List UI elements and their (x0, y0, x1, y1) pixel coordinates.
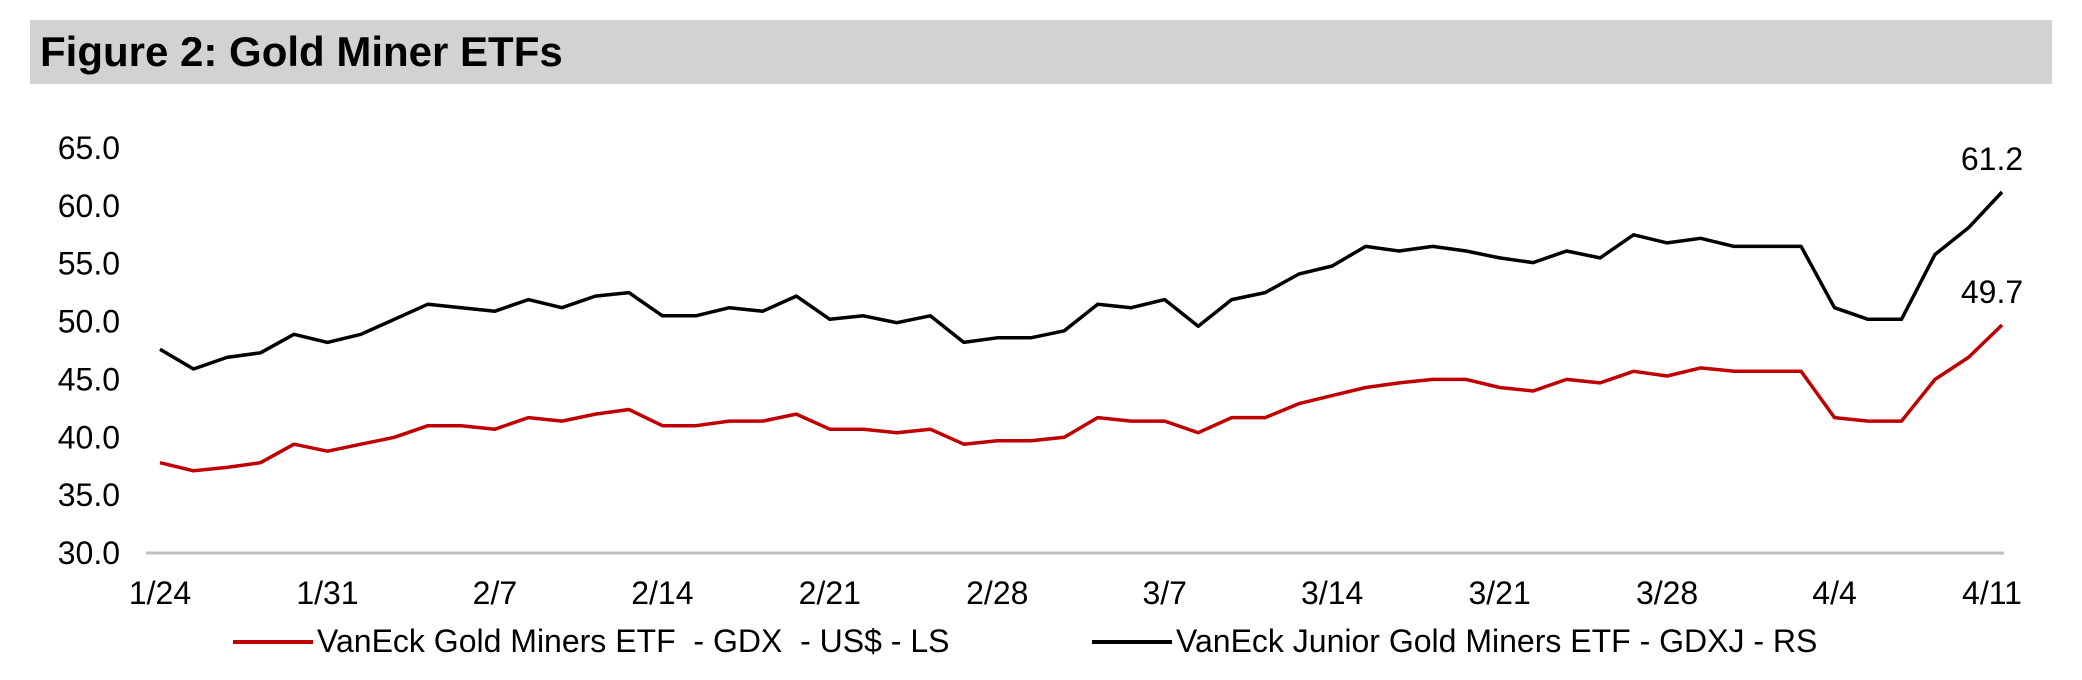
y-tick-label: 40.0 (58, 419, 120, 455)
x-tick-label: 2/28 (966, 575, 1028, 611)
title-bar: Figure 2: Gold Miner ETFs (30, 20, 2052, 84)
series-lines (159, 190, 2004, 473)
data-label-last: 49.7 (1961, 274, 2023, 310)
x-tick-label: 1/31 (296, 575, 358, 611)
x-tick-label: 2/14 (631, 575, 693, 611)
x-tick-label: 4/11 (1962, 575, 2022, 611)
x-tick-label: 2/7 (473, 575, 517, 611)
y-tick-label: 30.0 (58, 535, 120, 571)
legend-label-gdx: VanEck Gold Miners ETF - GDX - US$ - LS (317, 623, 950, 659)
y-tick-label: 45.0 (58, 361, 120, 397)
x-tick-label: 4/4 (1812, 575, 1856, 611)
legend-swatch-gdx (233, 639, 313, 644)
x-tick-label: 3/7 (1142, 575, 1186, 611)
legend-item-gdxj: VanEck Junior Gold Miners ETF - GDXJ - R… (1092, 623, 1817, 660)
series-line-gdx (159, 323, 2004, 473)
x-tick-label: 3/28 (1636, 575, 1698, 611)
x-tick-label: 3/14 (1301, 575, 1363, 611)
data-labels: 49.7 61.2 (1961, 141, 2023, 310)
y-tick-label: 50.0 (58, 304, 120, 340)
legend-swatch-gdxj (1092, 639, 1172, 644)
x-tick-label: 1/24 (129, 575, 191, 611)
y-tick-label: 65.0 (58, 130, 120, 166)
y-tick-label: 35.0 (58, 477, 120, 513)
x-axis-ticks: 1/24 1/31 2/7 2/14 2/21 2/28 3/7 3/14 3/21 3/28 4/… (129, 575, 2022, 611)
y-axis-ticks: 65.0 60.0 55.0 50.0 45.0 40.0 35.0 30.0 (58, 130, 120, 571)
x-tick-label: 2/21 (799, 575, 861, 611)
x-tick-label: 3/21 (1468, 575, 1530, 611)
y-tick-label: 55.0 (58, 246, 120, 282)
chart-title: Figure 2: Gold Miner ETFs (40, 28, 563, 75)
y-tick-label: 60.0 (58, 188, 120, 224)
legend-item-gdx: VanEck Gold Miners ETF - GDX - US$ - LS (233, 623, 949, 660)
legend-label-gdxj: VanEck Junior Gold Miners ETF - GDXJ - R… (1176, 623, 1818, 659)
series-line-gdxj (159, 190, 2004, 371)
data-label-last: 61.2 (1961, 141, 2023, 177)
